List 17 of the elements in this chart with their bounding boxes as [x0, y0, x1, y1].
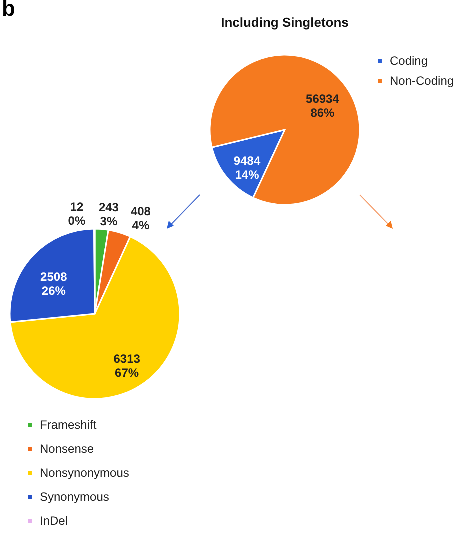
- legend-label: Synonymous: [40, 490, 110, 504]
- legend-label: Non-Coding: [390, 74, 454, 88]
- data-label: 9484 14%: [234, 154, 261, 182]
- legend-label: InDel: [40, 514, 68, 528]
- data-label: 6313 67%: [114, 352, 141, 380]
- data-label: 56934 86%: [306, 92, 340, 120]
- legend-label: Coding: [390, 54, 428, 68]
- legend-label: Frameshift: [40, 418, 98, 432]
- legend-label: Nonsynonymous: [40, 466, 130, 480]
- legend-label: Nonsense: [40, 442, 94, 456]
- chart-title: Including Singletons: [221, 15, 349, 30]
- pie-slice: [209, 54, 361, 206]
- data-label: 12 0%: [68, 200, 86, 228]
- data-label: 408 4%: [130, 204, 152, 233]
- data-label: 243 3%: [98, 200, 120, 228]
- text: b: [2, 0, 16, 22]
- data-label: 2508 26%: [40, 270, 68, 298]
